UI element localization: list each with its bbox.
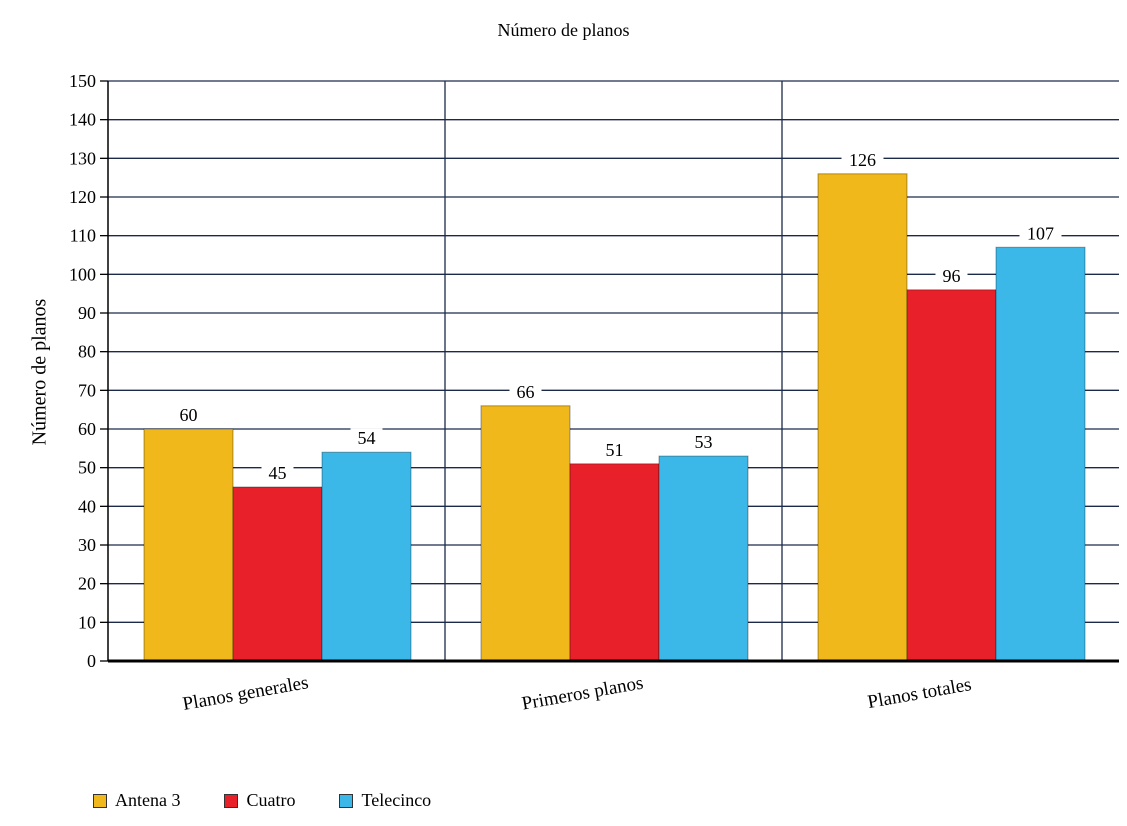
y-tick-label: 20 (78, 574, 96, 594)
y-tick-label: 40 (78, 496, 96, 516)
data-label: 107 (1027, 223, 1054, 243)
legend-swatch (93, 793, 107, 808)
y-tick-label: 140 (69, 110, 96, 130)
data-label: 96 (943, 266, 961, 286)
y-tick-label: 120 (69, 187, 96, 207)
data-label: 60 (180, 405, 198, 425)
data-label-bg (350, 428, 383, 449)
data-label-bg (841, 149, 884, 170)
y-tick-label: 130 (69, 148, 96, 168)
data-label: 53 (695, 432, 713, 452)
x-tick-label: Planos totales (866, 674, 973, 713)
y-tick-label: 10 (78, 612, 96, 632)
y-tick-label: 80 (78, 342, 96, 362)
x-tick-label: Primeros planos (520, 673, 645, 715)
data-label-bg (1019, 223, 1062, 244)
bar (906, 289, 997, 662)
bar (995, 246, 1086, 662)
y-tick-label: 60 (78, 419, 96, 439)
y-tick-label: 100 (69, 264, 96, 284)
x-tick-label: Planos generales (181, 672, 310, 715)
bar (143, 428, 234, 662)
bar (817, 173, 908, 662)
data-label: 54 (358, 428, 376, 448)
bar (658, 455, 749, 662)
legend-swatch (224, 793, 239, 808)
legend-item: Cuatro (224, 790, 295, 811)
data-label: 66 (517, 382, 535, 402)
data-label: 45 (269, 463, 287, 483)
legend-label: Cuatro (246, 790, 296, 810)
data-label-bg (172, 405, 205, 425)
data-label-bg (509, 381, 542, 402)
data-label-bg (261, 463, 294, 483)
y-tick-label: 90 (78, 303, 96, 323)
y-tick-label: 0 (87, 651, 96, 671)
legend-item: Telecinco (339, 790, 431, 811)
y-tick-label: 110 (70, 226, 96, 246)
y-tick-label: 30 (78, 535, 96, 555)
data-label-bg (935, 265, 968, 286)
bar (321, 451, 412, 662)
bar (480, 405, 571, 662)
y-tick-label: 50 (78, 458, 96, 478)
y-axis-label: Número de planos (28, 298, 51, 446)
bar (569, 463, 660, 662)
y-tick-label: 70 (78, 380, 96, 400)
data-label-bg (687, 432, 720, 453)
chart-title: Número de planos (497, 20, 630, 40)
legend-label: Antena 3 (115, 790, 181, 810)
data-label: 126 (849, 150, 876, 170)
legend-label: Telecinco (361, 790, 432, 810)
legend: Antena 3 Cuatro Telecinco (93, 790, 475, 811)
legend-item: Antena 3 (93, 790, 180, 811)
y-tick-label: 150 (69, 71, 96, 91)
legend-swatch (339, 793, 354, 808)
data-label-bg (598, 439, 631, 460)
data-label: 51 (606, 440, 624, 460)
bar (232, 486, 323, 662)
